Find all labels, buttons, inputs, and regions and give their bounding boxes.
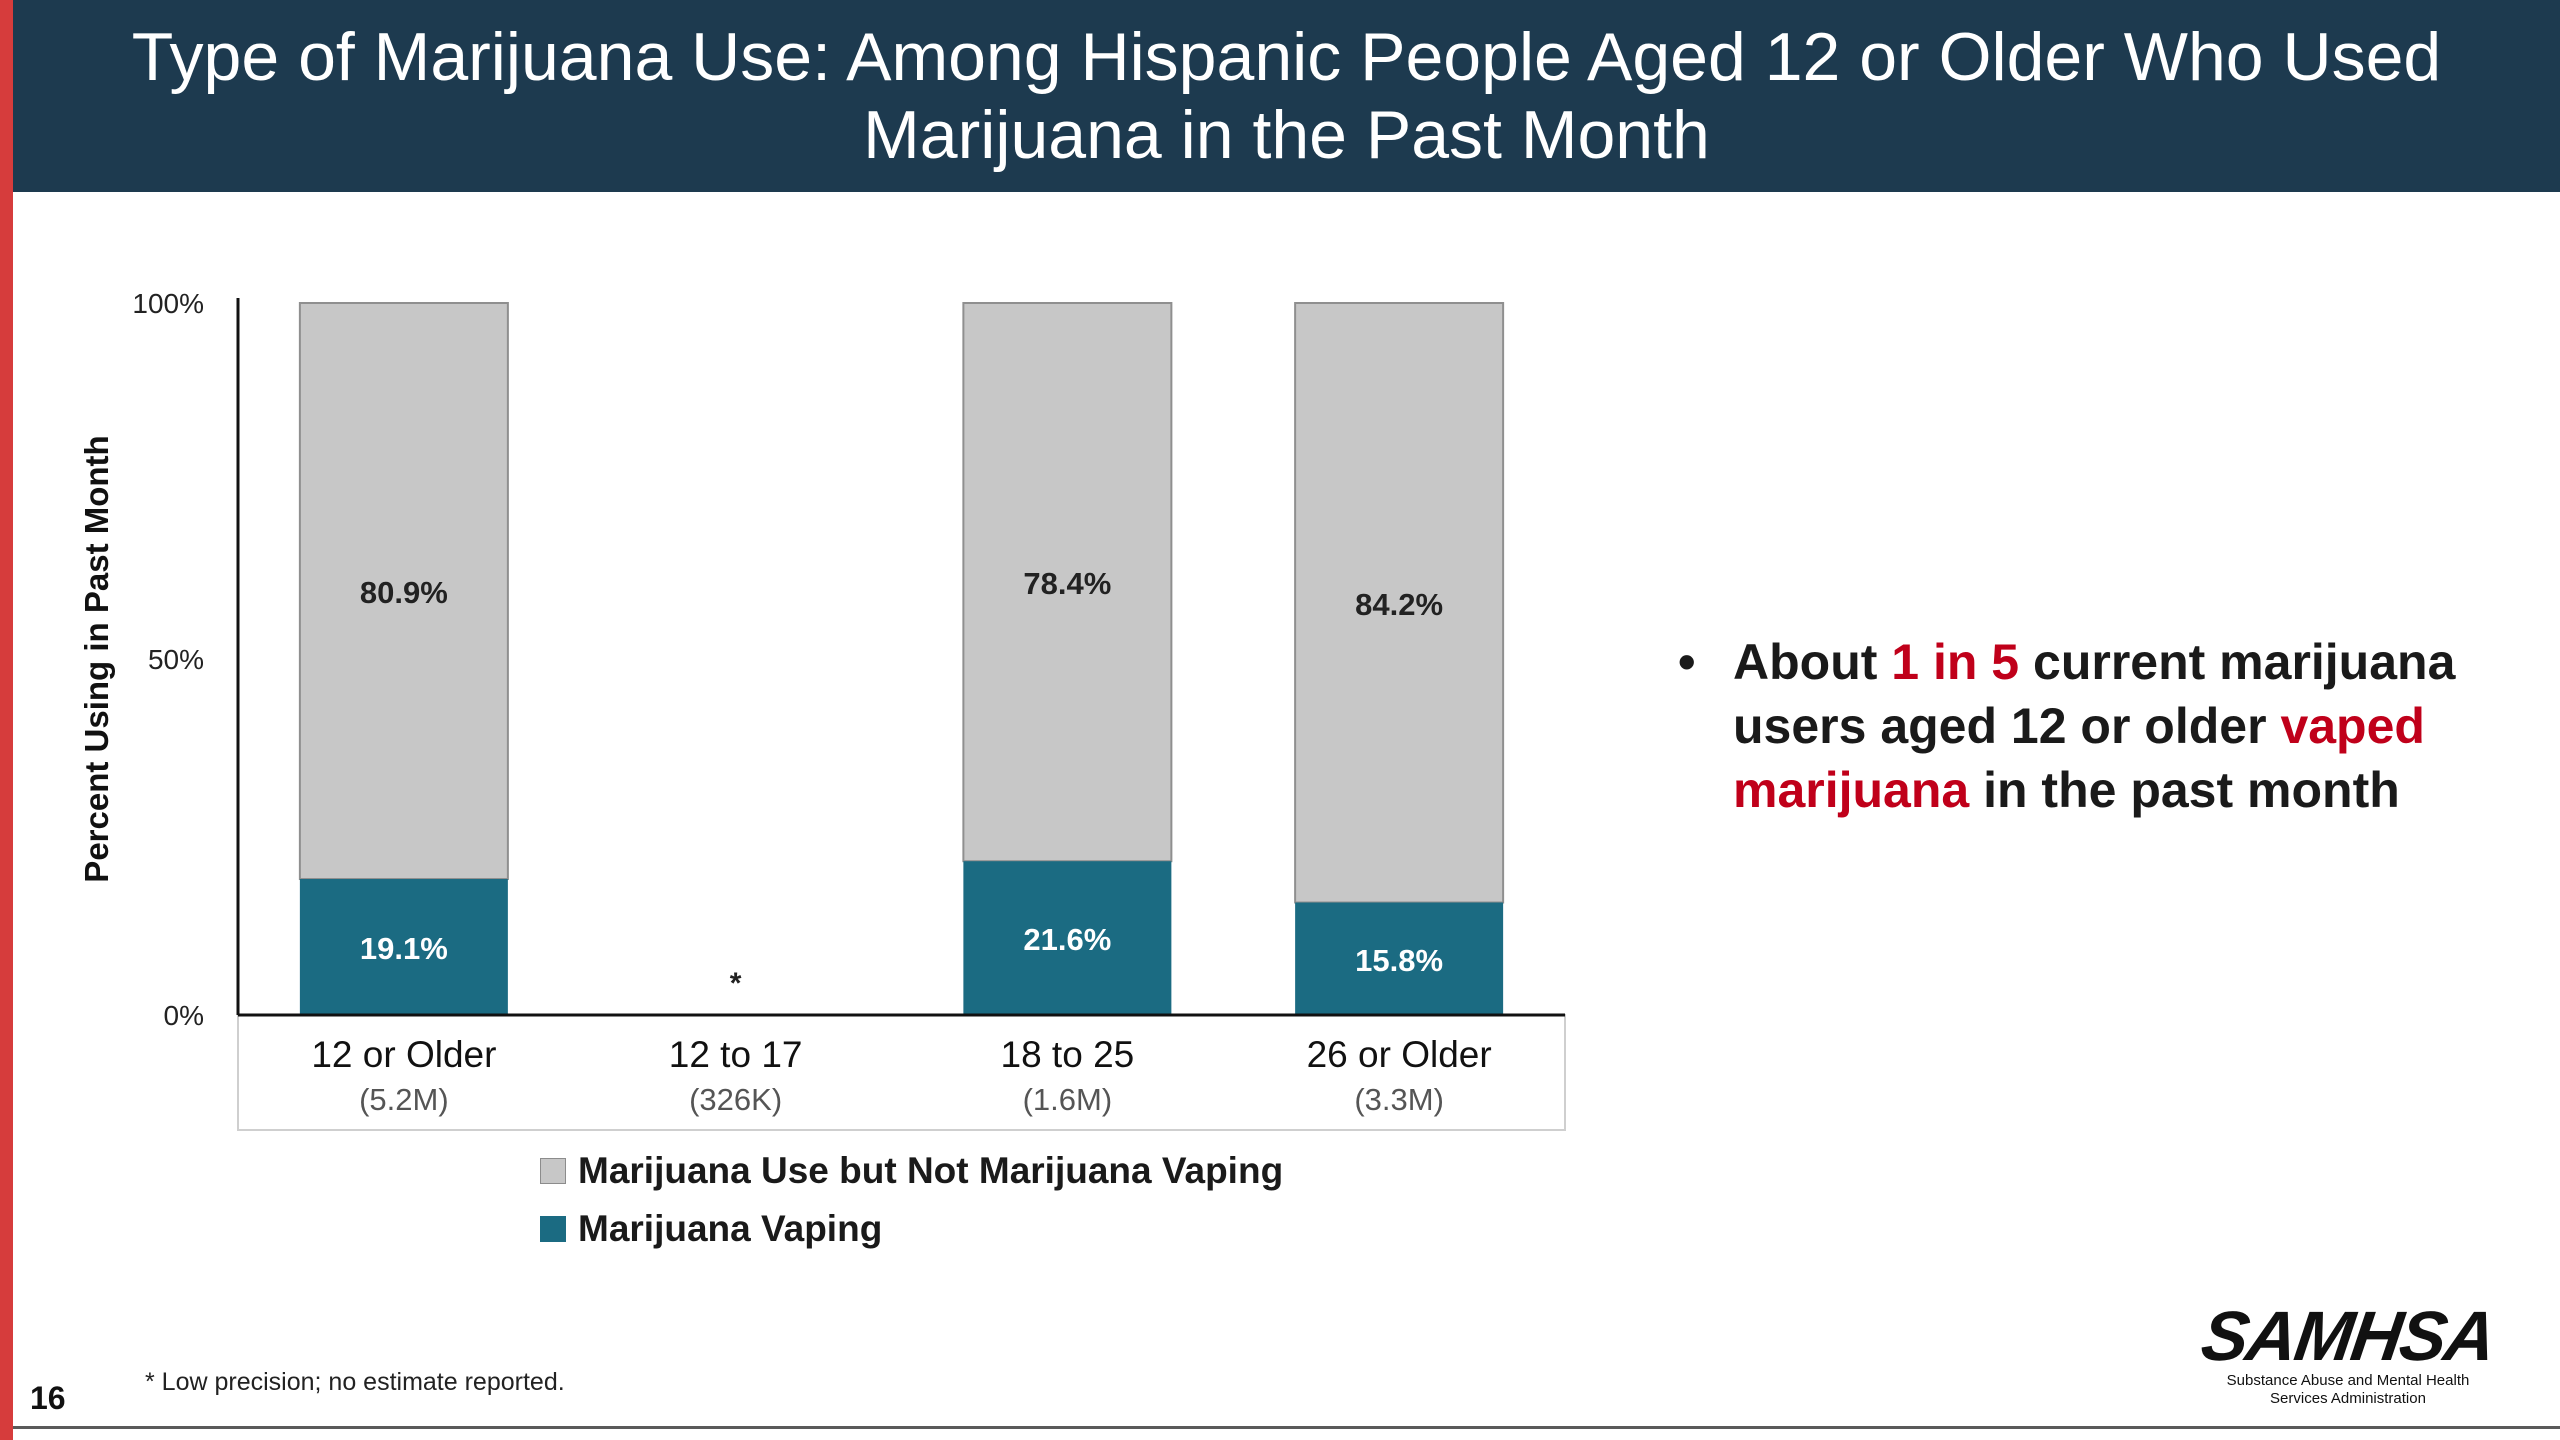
data-label-vaping: 15.8% (1355, 943, 1443, 978)
logo-subtitle-line2: Services Administration (2270, 1390, 2426, 1407)
bullet-text: About 1 in 5 current marijuana users age… (1733, 630, 2498, 822)
category-label: 26 or Older (1307, 1034, 1492, 1075)
logo-wordmark: SAMHSA (2196, 1297, 2500, 1375)
logo-subtitle-line1: Substance Abuse and Mental Health (2226, 1372, 2470, 1389)
bullet-highlight-vaped: vaped marijuana (1733, 698, 2425, 818)
samhsa-logo: SAMHSA Substance Abuse and Mental Health… (2188, 1297, 2508, 1408)
footnote: * Low precision; no estimate reported. (145, 1368, 565, 1396)
slide-header: Type of Marijuana Use: Among Hispanic Pe… (13, 0, 2560, 192)
y-axis-label: Percent Using in Past Month (78, 435, 115, 882)
page-number: 16 (30, 1380, 66, 1416)
category-sublabel: (326K) (689, 1082, 782, 1117)
bar-not-vaping (298, 302, 509, 881)
data-label-vaping: 21.6% (1023, 922, 1111, 957)
bullet-part1: About (1733, 634, 1892, 690)
y-tick-label: 0% (164, 1000, 204, 1031)
y-tick-label: 50% (148, 644, 204, 675)
data-label-suppressed: * (730, 967, 742, 1000)
y-tick-label: 100% (132, 288, 204, 319)
bar-vaping (1295, 902, 1504, 1015)
bullet-highlight-ratio: 1 in 5 (1891, 634, 2020, 690)
legend-item-vaping: Marijuana Vaping (540, 1200, 1283, 1258)
category-sublabel: (1.6M) (1023, 1082, 1113, 1117)
bullet-point-icon: • (1678, 634, 1696, 690)
data-label-not-vaping: 78.4% (1023, 566, 1111, 601)
legend-label-not-vaping: Marijuana Use but Not Marijuana Vaping (578, 1150, 1284, 1191)
category-label: 18 to 25 (1001, 1034, 1135, 1075)
left-accent-bar (0, 0, 13, 1440)
bar-not-vaping (962, 302, 1173, 863)
stacked-bar-chart: 80.9% 19.1% 12 or Older (5.2M) * 12 to 17 (326… (78, 288, 1566, 1131)
bullet-part3: in the past month (1969, 762, 2400, 818)
legend-swatch-gray (540, 1158, 566, 1184)
category-sublabel: (5.2M) (359, 1082, 449, 1117)
data-label-not-vaping: 80.9% (360, 575, 448, 610)
category-label: 12 or Older (311, 1034, 496, 1075)
data-label-not-vaping: 84.2% (1355, 587, 1443, 622)
bar-not-vaping (1294, 302, 1505, 904)
key-finding-bullet: • About 1 in 5 current marijuana users a… (1678, 630, 2498, 822)
slide-title: Type of Marijuana Use: Among Hispanic Pe… (131, 19, 2442, 173)
data-label-vaping: 19.1% (360, 931, 448, 966)
bullet-part2: current marijuana users aged 12 or older (1733, 634, 2456, 754)
chart-legend: Marijuana Use but Not Marijuana Vaping M… (540, 1142, 1283, 1258)
category-label: 12 to 17 (669, 1034, 803, 1075)
category-sublabel: (3.3M) (1354, 1082, 1444, 1117)
legend-item-not-vaping: Marijuana Use but Not Marijuana Vaping (540, 1142, 1283, 1200)
bar-vaping (963, 861, 1172, 1015)
legend-swatch-teal (540, 1216, 566, 1242)
bottom-divider (13, 1426, 2560, 1429)
bar-vaping (299, 879, 508, 1015)
legend-label-vaping: Marijuana Vaping (578, 1208, 883, 1249)
